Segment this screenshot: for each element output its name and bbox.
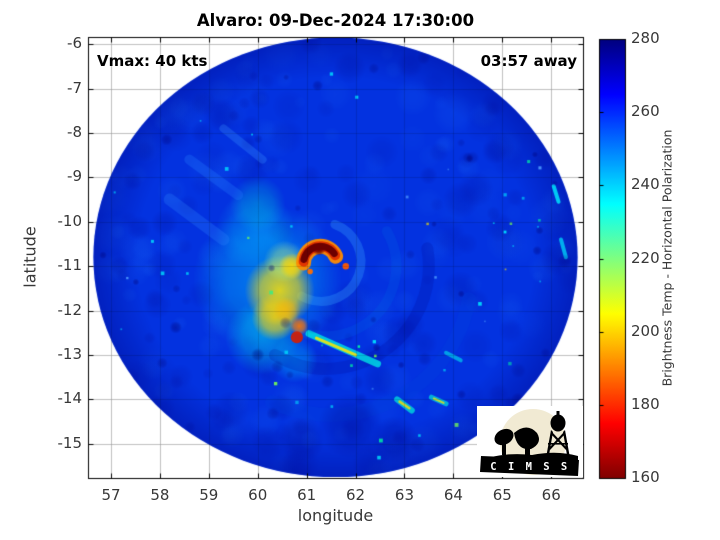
x-axis-label: longitude	[297, 506, 374, 525]
colorbar-tick-label: 200	[631, 321, 660, 340]
x-tick-label: 57	[101, 486, 121, 504]
y-tick-label: -8	[67, 122, 82, 141]
x-tick-label: 58	[150, 486, 170, 504]
x-tick-label: 65	[492, 486, 512, 504]
logo-text: C I M S S	[490, 461, 569, 473]
colorbar-tick-label: 220	[631, 248, 660, 267]
colorbar-tick-label: 160	[631, 468, 660, 486]
x-tick-label: 60	[248, 486, 268, 504]
x-tick-label: 66	[541, 486, 561, 504]
satellite-dish-icon	[494, 427, 539, 456]
figure-title: Alvaro: 09-Dec-2024 17:30:00	[196, 11, 475, 30]
colorbar-tick-label: 180	[631, 394, 660, 413]
y-tick-label: -14	[57, 389, 83, 408]
x-tick-label: 63	[394, 486, 414, 504]
logo-banner	[480, 456, 579, 476]
x-tick-label: 59	[199, 486, 219, 504]
x-tick-label: 62	[346, 486, 366, 504]
y-tick-label: -10	[57, 211, 83, 230]
water-tower-icon	[546, 411, 570, 458]
x-tick-label: 64	[443, 486, 463, 504]
colorbar-tick-label: 280	[631, 29, 660, 47]
y-tick-label: -7	[67, 78, 82, 97]
colorbar-tick-label: 240	[631, 175, 660, 194]
y-tick-label: -11	[57, 256, 83, 275]
y-tick-label: -6	[67, 34, 82, 53]
colorbar-tick-label: 260	[631, 102, 660, 121]
cimss-logo: C I M S S	[477, 406, 583, 477]
y-tick-label: -12	[57, 300, 83, 319]
x-tick-label: 61	[297, 486, 317, 504]
y-tick-label: -9	[67, 167, 82, 186]
vmax-annotation: Vmax: 40 kts	[97, 52, 208, 70]
y-tick-label: -15	[57, 433, 83, 452]
y-tick-label: -13	[57, 344, 83, 363]
eta-annotation: 03:57 away	[480, 52, 577, 70]
